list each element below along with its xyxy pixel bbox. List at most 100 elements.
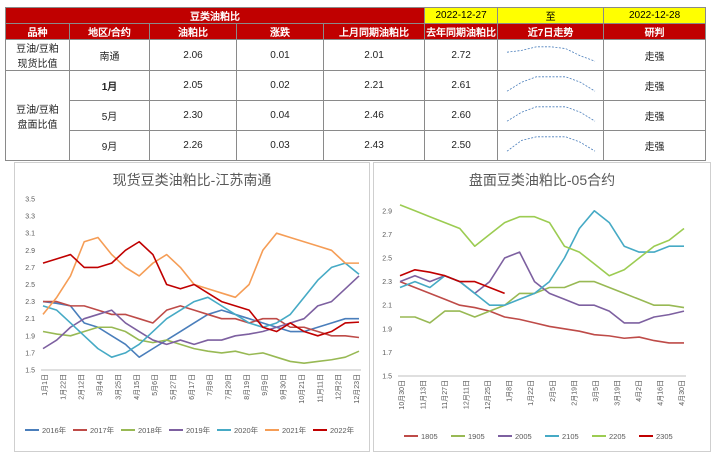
- legend-label: 1805: [421, 432, 438, 441]
- row-last-month: 2.21: [322, 70, 426, 101]
- x-tick-label: 11月13日: [420, 380, 428, 409]
- row-last-year: 2.50: [424, 130, 499, 161]
- sparkline-path: [506, 76, 595, 92]
- table-row: 9月 2.26 0.03 2.43 2.50 走强: [6, 130, 707, 161]
- x-tick-label: 7月29日: [225, 374, 233, 400]
- legend-label: 2017年: [90, 425, 115, 435]
- row-last-month: 2.43: [322, 130, 426, 161]
- x-tick-label: 4月2日: [635, 380, 643, 402]
- y-tick-label: 2.5: [25, 282, 35, 289]
- row-last-year: 2.72: [424, 39, 499, 71]
- x-tick-label: 1月8日: [506, 380, 514, 402]
- ratio-table: 豆类油粕比 2022-12-27 至 2022-12-28 品种 地区/合约 油…: [4, 7, 707, 161]
- series-line: [400, 280, 685, 324]
- y-tick-label: 2.3: [25, 299, 35, 306]
- y-tick-label: 2.1: [382, 303, 392, 310]
- x-tick-label: 2月5日: [549, 380, 557, 402]
- legend-label: 2105: [562, 432, 579, 441]
- y-tick-label: 2.9: [382, 208, 392, 215]
- legend-label: 2018年: [138, 425, 163, 435]
- y-tick-label: 2.7: [25, 265, 35, 272]
- y-tick-label: 2.1: [25, 316, 35, 323]
- row-ratio: 2.05: [149, 70, 237, 101]
- row-name: 1月: [69, 70, 150, 101]
- y-tick-label: 1.7: [382, 350, 392, 357]
- y-tick-label: 3.3: [25, 214, 35, 221]
- row-judge: 走强: [603, 130, 707, 161]
- series-line: [399, 204, 685, 277]
- sparkline: [506, 45, 595, 62]
- x-tick-label: 8月19日: [243, 374, 251, 400]
- row-judge: 走强: [603, 70, 707, 101]
- header-cell: 上月同期油粕比: [322, 23, 426, 40]
- chart-title: 现货豆类油粕比-江苏南通: [113, 172, 272, 188]
- x-tick-label: 10月30日: [398, 380, 406, 410]
- row-change: 0.01: [236, 39, 324, 71]
- header-cell: 研判: [603, 23, 707, 40]
- y-tick-label: 2.5: [382, 256, 392, 263]
- row-last-month: 2.01: [322, 39, 426, 71]
- x-tick-label: 11月27日: [441, 380, 449, 409]
- x-tick-label: 9月30日: [280, 374, 288, 400]
- legend-label: 2305: [656, 432, 673, 441]
- series-line: [42, 240, 360, 337]
- legend-label: 2005: [515, 432, 532, 441]
- y-tick-label: 2.7: [382, 232, 392, 239]
- x-tick-label: 9月9日: [261, 374, 269, 396]
- x-tick-label: 11月11日: [316, 374, 324, 403]
- sparkline-cell: [497, 130, 605, 161]
- row-judge: 走强: [603, 100, 707, 131]
- x-tick-label: 3月19日: [613, 380, 621, 406]
- series-line: [43, 300, 360, 339]
- row-last-month: 2.46: [322, 100, 426, 131]
- header-cell: 油粕比: [149, 23, 237, 40]
- group-label: 豆油/豆粕 现货比值: [5, 39, 70, 71]
- legend-label: 1905: [468, 432, 485, 441]
- table-title: 豆类油粕比: [4, 7, 426, 24]
- chart-spot: 现货豆类油粕比-江苏南通 1.5 1.7 1.9 2.1 2.3 2.5 2.7 2.9 3.1 3…: [25, 172, 361, 435]
- series-line: [42, 262, 360, 358]
- chart-futures: 盘面豆类油粕比-05合约 1.5 1.7 1.9 2.1 2.3 2.5 2.7 2.9 10月3…: [382, 172, 686, 441]
- group-label: 豆油/豆粕 盘面比值: [5, 70, 70, 161]
- header-row: 品种 地区/合约 油粕比 涨跌 上月同期油粕比 去年同期油粕比 近7日走势 研判: [5, 23, 707, 40]
- series-line: [42, 275, 360, 350]
- x-tick-label: 10月21日: [298, 374, 306, 404]
- x-tick-label: 4月30日: [678, 380, 686, 406]
- sparkline-cell: [497, 39, 605, 71]
- sparkline-path: [506, 45, 595, 62]
- y-tick-label: 1.9: [25, 333, 35, 340]
- legend-label: 2021年: [282, 425, 307, 435]
- row-last-year: 2.60: [424, 100, 499, 131]
- x-tick-label: 7月8日: [206, 374, 214, 396]
- series-line: [399, 280, 684, 344]
- chart-title: 盘面豆类油粕比-05合约: [469, 172, 615, 188]
- row-name: 5月: [69, 100, 150, 131]
- row-change: 0.03: [236, 130, 324, 161]
- y-tick-label: 2.9: [25, 248, 35, 255]
- sparkline: [506, 76, 595, 92]
- sparkline: [506, 106, 595, 122]
- chart-panel-spot: 现货豆类油粕比-江苏南通 1.5 1.7 1.9 2.1 2.3 2.5 2.7 2.9 3.1 3…: [14, 162, 370, 452]
- row-ratio: 2.26: [149, 130, 237, 161]
- x-tick-label: 4月16日: [656, 380, 664, 406]
- row-change: 0.02: [236, 70, 324, 101]
- sparkline-cell: [497, 70, 605, 101]
- x-tick-label: 12月25日: [484, 380, 492, 410]
- sparkline: [506, 136, 595, 152]
- row-ratio: 2.30: [149, 100, 237, 131]
- date-from: 2022-12-27: [424, 7, 499, 24]
- legend-label: 2019年: [186, 425, 211, 435]
- x-tick-label: 3月5日: [592, 380, 600, 402]
- x-tick-label: 1月22日: [527, 380, 535, 406]
- series-line: [42, 232, 359, 315]
- row-name: 9月: [69, 130, 150, 161]
- x-tick-label: 12月23日: [353, 374, 361, 404]
- x-tick-label: 6月17日: [188, 374, 196, 400]
- x-tick-label: 1月1日: [41, 374, 49, 396]
- x-tick-label: 5月6日: [151, 374, 159, 396]
- legend-label: 2016年: [42, 425, 67, 435]
- y-tick-label: 2.3: [382, 279, 392, 286]
- row-judge: 走强: [603, 39, 707, 71]
- row-name: 南通: [69, 39, 150, 71]
- y-tick-label: 1.5: [382, 374, 392, 381]
